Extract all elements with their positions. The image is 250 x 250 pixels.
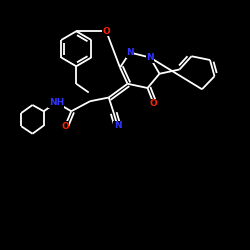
Text: O: O: [102, 27, 110, 36]
Text: N: N: [114, 121, 121, 130]
Text: O: O: [150, 99, 158, 108]
Text: N: N: [146, 53, 154, 62]
Text: O: O: [61, 122, 69, 131]
Text: NH: NH: [48, 98, 64, 107]
Text: N: N: [126, 48, 134, 57]
